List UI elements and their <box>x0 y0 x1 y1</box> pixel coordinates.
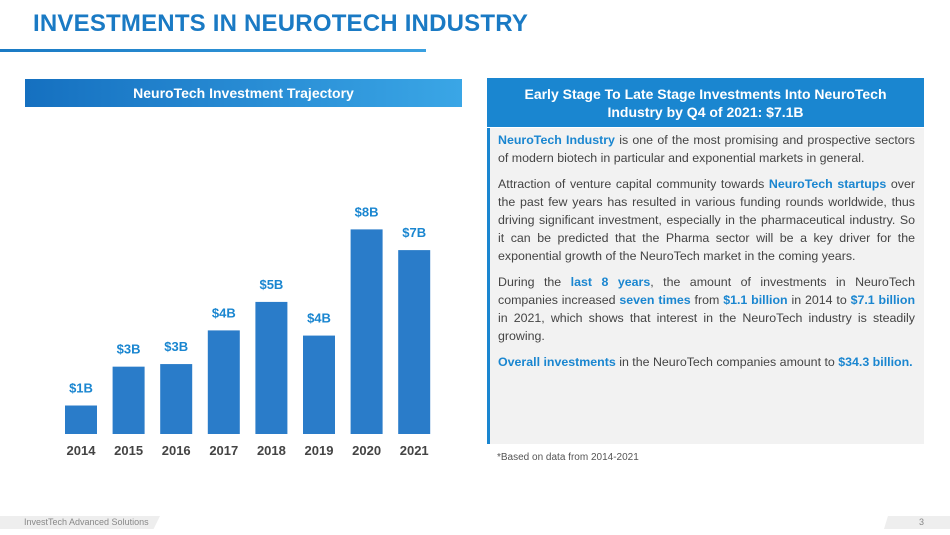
highlight-text: seven times <box>619 293 691 307</box>
value-label: $3B <box>117 342 141 357</box>
highlight-text: last 8 years <box>570 275 651 289</box>
text-run: in 2021, which shows that interest in th… <box>498 311 915 343</box>
x-tick-label: 2017 <box>209 443 238 458</box>
highlight-text: $1.1 billion <box>723 293 788 307</box>
bar <box>303 335 335 434</box>
paragraph: NeuroTech Industry is one of the most pr… <box>498 131 915 167</box>
value-label: $7B <box>402 225 426 240</box>
text-run: is one of the most promising and prospec… <box>498 133 915 165</box>
x-tick-label: 2021 <box>400 443 429 458</box>
value-label: $5B <box>259 277 283 292</box>
highlight-text: Overall investments <box>498 355 616 369</box>
bar <box>350 229 383 434</box>
text-run: over the past few years has resulted in … <box>498 177 915 263</box>
x-tick-label: 2014 <box>67 443 97 458</box>
bar <box>255 301 288 434</box>
value-label: $4B <box>212 305 236 320</box>
paragraph: During the last 8 years, the amount of i… <box>498 273 915 345</box>
chart: $1B 2014 $3B 2015 $3B 2016 $4B 2017 $5B 2018 $4B 20… <box>65 204 431 458</box>
text-run: in 2014 to <box>787 293 851 307</box>
footnote: *Based on data from 2014-2021 <box>497 452 639 463</box>
x-tick-label: 2018 <box>257 443 286 458</box>
highlight-text: NeuroTech startups <box>768 177 887 191</box>
bar <box>112 366 145 434</box>
text-run: from <box>690 293 724 307</box>
paragraph: Attraction of venture capital community … <box>498 175 915 265</box>
highlight-text: NeuroTech Industry <box>498 133 615 147</box>
page-number: 3 <box>884 516 950 529</box>
value-label: $4B <box>307 311 331 326</box>
title-rule <box>0 49 426 52</box>
value-label: $8B <box>355 204 379 219</box>
text-run: Attraction of venture capital community … <box>498 177 769 191</box>
value-label: $3B <box>164 339 188 354</box>
text-run: , the amount of investments in NeuroTech… <box>498 275 915 307</box>
value-label: $1B <box>69 381 93 396</box>
text-run: During the <box>498 275 571 289</box>
highlight-text: $34.3 billion. <box>838 355 913 369</box>
panel-title: Early Stage To Late Stage Investments In… <box>487 78 924 127</box>
x-tick-label: 2016 <box>162 443 191 458</box>
text-run: in the NeuroTech companies amount to <box>615 355 839 369</box>
chart-title: NeuroTech Investment Trajectory <box>25 79 462 107</box>
x-tick-label: 2015 <box>114 443 143 458</box>
bar <box>160 364 193 434</box>
bar <box>398 250 431 434</box>
slide-title: INVESTMENTS IN NEUROTECH INDUSTRY <box>33 10 529 37</box>
x-tick-label: 2019 <box>305 443 334 458</box>
paragraph: Overall investments in the NeuroTech com… <box>498 353 915 371</box>
bar <box>65 405 97 434</box>
highlight-text: $7.1 billion <box>850 293 916 307</box>
footer-company: InvestTech Advanced Solutions <box>0 516 160 529</box>
panel-text: NeuroTech Industry is one of the most pr… <box>487 128 924 444</box>
x-tick-label: 2020 <box>352 443 381 458</box>
bar <box>207 330 240 434</box>
